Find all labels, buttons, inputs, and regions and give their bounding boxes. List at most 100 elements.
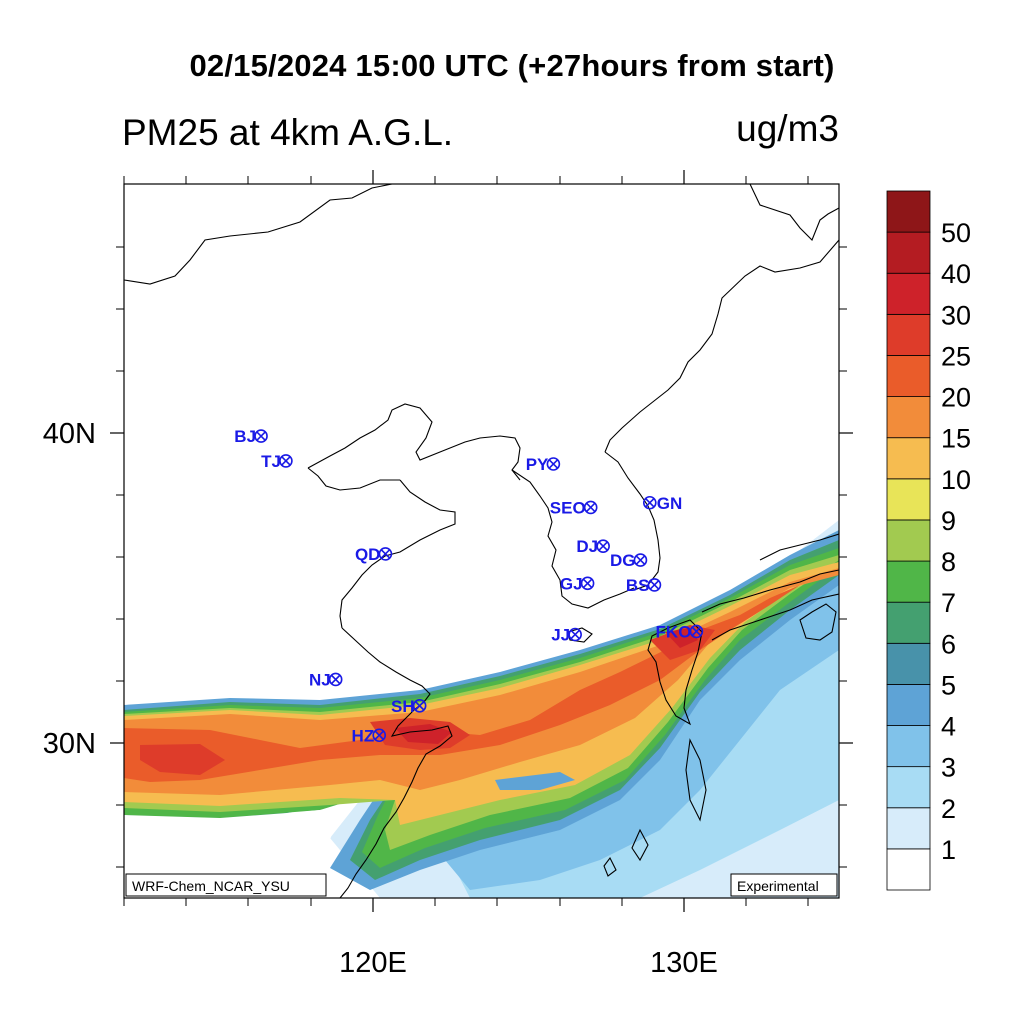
- city-symbol: [642, 495, 657, 510]
- city-label: TJ: [261, 452, 281, 471]
- colorbar-swatch: [886, 766, 931, 809]
- colorbar-swatch: [886, 807, 931, 850]
- city-marker-dg: DG: [610, 551, 648, 570]
- colorbar-label: 10: [941, 465, 971, 495]
- pm25-band-30: [395, 628, 698, 744]
- city-symbol: [546, 457, 561, 471]
- colorbar-label: 9: [941, 506, 956, 536]
- city-label: BJ: [234, 427, 256, 446]
- colorbar-label: 5: [941, 670, 956, 700]
- lat-tick-label: 30N: [43, 728, 96, 760]
- city-symbol: [633, 553, 648, 567]
- city-marker-jj: JJ: [551, 626, 582, 645]
- colorbar-label: 8: [941, 547, 956, 577]
- city-marker-bj: BJ: [234, 427, 268, 446]
- lon-tick-label: 130E: [650, 947, 718, 979]
- city-symbol: [328, 672, 343, 687]
- colorbar-swatch: [886, 437, 931, 480]
- colorbar-swatch: [886, 396, 931, 439]
- city-symbol: [378, 547, 393, 561]
- city-marker-gn: GN: [642, 494, 683, 513]
- city-symbol: [254, 429, 268, 443]
- city-marker-bs: BS: [626, 576, 662, 595]
- city-symbol: [279, 454, 293, 468]
- city-marker-fko: FKO: [656, 622, 704, 641]
- footer-left-box: WRF-Chem_NCAR_YSU: [125, 873, 327, 897]
- city-label: HZ: [352, 726, 375, 745]
- colorbar-swatch: [886, 313, 931, 356]
- city-symbol: [596, 539, 610, 553]
- city-marker-gj: GJ: [560, 574, 595, 593]
- colorbar-swatch: [886, 519, 931, 562]
- city-label: DJ: [576, 537, 598, 556]
- colorbar-label: 6: [941, 629, 956, 659]
- city-label: GN: [657, 494, 683, 513]
- city-label: DG: [610, 551, 636, 570]
- city-marker-py: PY: [526, 455, 561, 474]
- city-label: GJ: [560, 574, 583, 593]
- lat-tick-label: 40N: [43, 418, 96, 450]
- city-marker-tj: TJ: [261, 452, 293, 471]
- city-label: SH: [391, 697, 415, 716]
- city-label: NJ: [309, 670, 331, 689]
- pm25-pocket: [495, 772, 575, 790]
- city-marker-sh: SH: [391, 697, 427, 716]
- colorbar-swatch: [886, 725, 931, 768]
- colorbar-label: 25: [941, 341, 971, 371]
- city-symbol: [372, 728, 387, 743]
- colorbar-swatch: [886, 684, 931, 726]
- colorbar-label: 4: [941, 712, 956, 742]
- pm25-clean-pocket: [124, 808, 340, 852]
- colorbar-label: 3: [941, 753, 956, 783]
- colorbar-swatch: [886, 560, 931, 603]
- colorbar-swatch: [886, 601, 931, 644]
- lon-tick-label: 120E: [339, 947, 407, 979]
- city-label: QD: [355, 545, 381, 564]
- colorbar-swatch: [886, 190, 931, 233]
- city-markers: BJ TJ PY SEO GN QD DJ DG GJ BS JJ FKO NJ SH HZ: [234, 427, 704, 745]
- city-symbol: [689, 624, 704, 639]
- city-marker-dj: DJ: [576, 537, 610, 556]
- city-marker-seo: SEO: [550, 498, 598, 517]
- map-title: 02/15/2024 15:00 UTC (+27hours from star…: [189, 48, 835, 83]
- colorbar-label: 1: [941, 835, 956, 865]
- variable-label: PM25 at 4km A.G.L.: [122, 112, 454, 153]
- city-label: PY: [526, 455, 549, 474]
- colorbar-swatch: [886, 848, 931, 891]
- units-label: ug/m3: [736, 108, 839, 149]
- city-label: JJ: [551, 626, 570, 645]
- city-label: FKO: [656, 622, 692, 641]
- footer-right-box: Experimental: [730, 873, 838, 897]
- city-label: BS: [626, 576, 650, 595]
- colorbar-label: 50: [941, 218, 971, 248]
- colorbar-swatch: [886, 478, 931, 521]
- city-symbol: [580, 576, 595, 591]
- colorbar-swatch: [886, 642, 931, 685]
- pm25-field: [124, 520, 839, 898]
- city-symbol: [568, 627, 582, 642]
- city-symbol: [647, 578, 662, 592]
- city-symbol: [583, 500, 598, 515]
- colorbar-label: 30: [941, 300, 971, 330]
- pm25-band-15: [124, 568, 839, 795]
- map-frame: [110, 170, 853, 912]
- experimental-label: Experimental: [737, 878, 819, 894]
- city-marker-hz: HZ: [352, 726, 387, 745]
- colorbar-swatch: [886, 272, 931, 315]
- city-symbol: [412, 698, 427, 713]
- colorbar-swatch: [886, 231, 931, 274]
- colorbar-swatch: [886, 355, 931, 397]
- city-marker-qd: QD: [355, 545, 393, 564]
- colorbar-label: 40: [941, 259, 971, 289]
- model-label: WRF-Chem_NCAR_YSU: [132, 878, 290, 894]
- city-label: SEO: [550, 498, 586, 517]
- pm25-band-25: [140, 625, 715, 775]
- colorbar-label: 7: [941, 588, 956, 618]
- colorbar-label: 15: [941, 424, 971, 454]
- colorbar-label: 2: [941, 794, 956, 824]
- coastlines: [124, 184, 839, 898]
- colorbar: 1 2 3 4 5 6 7 8 9 10 15 20 25 30 40 50: [886, 190, 971, 891]
- city-marker-nj: NJ: [309, 670, 343, 689]
- colorbar-label: 20: [941, 383, 971, 413]
